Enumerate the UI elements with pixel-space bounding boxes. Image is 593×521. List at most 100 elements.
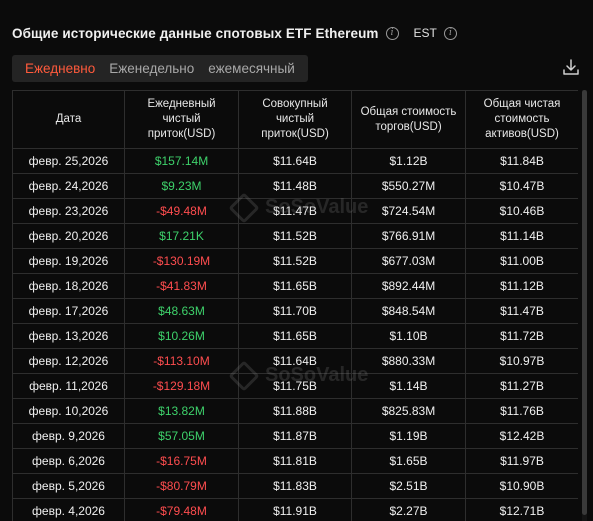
- cell-cumulative-net-inflow: $11.88B: [238, 398, 352, 424]
- cell-total-net-assets: $11.72B: [465, 323, 578, 349]
- cell-daily-net-inflow: -$49.48M: [124, 198, 239, 224]
- cell-cumulative-net-inflow: $11.64B: [238, 348, 352, 374]
- cell-cumulative-net-inflow: $11.75B: [238, 373, 352, 399]
- table-row: февр. 10,2026 $13.82M $11.88B $825.83M $11.7…: [12, 398, 578, 424]
- cell-date: февр. 6,2026: [12, 448, 125, 474]
- cell-total-value-traded: $724.54M: [351, 198, 466, 224]
- cell-total-value-traded: $550.27M: [351, 173, 466, 199]
- cell-date: февр. 23,2026: [12, 198, 125, 224]
- cell-daily-net-inflow: -$80.79M: [124, 473, 239, 499]
- table-row: февр. 19,2026 -$130.19M $11.52B $677.03M $11…: [12, 248, 578, 274]
- period-tabs: Ежедневно Еженедельно ежемесячный: [12, 55, 308, 82]
- cell-date: февр. 13,2026: [12, 323, 125, 349]
- etf-history-table: Дата Ежедневный чистый приток(USD) Совок…: [12, 90, 578, 521]
- cell-daily-net-inflow: $9.23M: [124, 173, 239, 199]
- table-row: февр. 4,2026 -$79.48M $11.91B $2.27B $12.71B: [12, 498, 578, 521]
- scrollbar-thumb[interactable]: [582, 90, 587, 515]
- cell-date: февр. 11,2026: [12, 373, 125, 399]
- tab-daily[interactable]: Ежедневно: [25, 61, 96, 76]
- table-row: февр. 18,2026 -$41.83M $11.65B $892.44M $11.…: [12, 273, 578, 299]
- cell-date: февр. 12,2026: [12, 348, 125, 374]
- cell-date: февр. 17,2026: [12, 298, 125, 324]
- cell-cumulative-net-inflow: $11.52B: [238, 248, 352, 274]
- cell-date: февр. 19,2026: [12, 248, 125, 274]
- download-icon[interactable]: [562, 58, 580, 76]
- column-header-total-value-traded: Общая стоимость торгов(USD): [351, 90, 466, 149]
- table-row: февр. 17,2026 $48.63M $11.70B $848.54M $11.4…: [12, 298, 578, 324]
- cell-date: февр. 4,2026: [12, 498, 125, 521]
- cell-daily-net-inflow: $57.05M: [124, 423, 239, 449]
- table-scrollbar[interactable]: [582, 90, 587, 521]
- cell-cumulative-net-inflow: $11.70B: [238, 298, 352, 324]
- tab-monthly[interactable]: ежемесячный: [208, 61, 295, 76]
- table-row: февр. 25,2026 $157.14M $11.64B $1.12B $11.84…: [12, 148, 578, 174]
- table-row: февр. 20,2026 $17.21K $11.52B $766.91M $11.1…: [12, 223, 578, 249]
- cell-total-value-traded: $1.10B: [351, 323, 466, 349]
- cell-total-net-assets: $11.76B: [465, 398, 578, 424]
- table-body: февр. 25,2026 $157.14M $11.64B $1.12B $11.84…: [12, 148, 578, 521]
- cell-daily-net-inflow: -$41.83M: [124, 273, 239, 299]
- table-row: февр. 12,2026 -$113.10M $11.64B $880.33M $10…: [12, 348, 578, 374]
- cell-daily-net-inflow: $10.26M: [124, 323, 239, 349]
- cell-total-value-traded: $766.91M: [351, 223, 466, 249]
- tab-weekly[interactable]: Еженедельно: [109, 61, 195, 76]
- timezone-info-icon[interactable]: i: [443, 26, 457, 40]
- cell-total-value-traded: $2.51B: [351, 473, 466, 499]
- cell-daily-net-inflow: $13.82M: [124, 398, 239, 424]
- column-header-total-net-assets: Общая чистая стоимость активов(USD): [465, 90, 578, 149]
- info-icon[interactable]: i: [385, 26, 399, 40]
- cell-total-value-traded: $892.44M: [351, 273, 466, 299]
- cell-total-value-traded: $880.33M: [351, 348, 466, 374]
- cell-cumulative-net-inflow: $11.47B: [238, 198, 352, 224]
- cell-daily-net-inflow: -$129.18M: [124, 373, 239, 399]
- cell-total-net-assets: $10.47B: [465, 173, 578, 199]
- cell-cumulative-net-inflow: $11.65B: [238, 323, 352, 349]
- cell-daily-net-inflow: -$130.19M: [124, 248, 239, 274]
- timezone-label: EST: [413, 26, 437, 40]
- column-header-date: Дата: [12, 90, 125, 149]
- table-row: февр. 9,2026 $57.05M $11.87B $1.19B $12.42B: [12, 423, 578, 449]
- cell-date: февр. 18,2026: [12, 273, 125, 299]
- cell-daily-net-inflow: $48.63M: [124, 298, 239, 324]
- cell-total-net-assets: $12.71B: [465, 498, 578, 521]
- table-row: февр. 23,2026 -$49.48M $11.47B $724.54M $10.…: [12, 198, 578, 224]
- cell-cumulative-net-inflow: $11.65B: [238, 273, 352, 299]
- table-row: февр. 11,2026 -$129.18M $11.75B $1.14B $11.2…: [12, 373, 578, 399]
- cell-daily-net-inflow: -$16.75M: [124, 448, 239, 474]
- cell-cumulative-net-inflow: $11.87B: [238, 423, 352, 449]
- cell-total-net-assets: $11.97B: [465, 448, 578, 474]
- cell-total-value-traded: $2.27B: [351, 498, 466, 521]
- table-row: февр. 24,2026 $9.23M $11.48B $550.27M $10.47…: [12, 173, 578, 199]
- cell-total-net-assets: $10.90B: [465, 473, 578, 499]
- table-row: февр. 13,2026 $10.26M $11.65B $1.10B $11.72B: [12, 323, 578, 349]
- etf-history-table-container[interactable]: Дата Ежедневный чистый приток(USD) Совок…: [12, 90, 578, 521]
- cell-total-net-assets: $11.27B: [465, 373, 578, 399]
- cell-total-value-traded: $1.65B: [351, 448, 466, 474]
- cell-date: февр. 25,2026: [12, 148, 125, 174]
- cell-total-net-assets: $11.47B: [465, 298, 578, 324]
- cell-total-net-assets: $12.42B: [465, 423, 578, 449]
- cell-daily-net-inflow: $157.14M: [124, 148, 239, 174]
- cell-daily-net-inflow: $17.21K: [124, 223, 239, 249]
- cell-date: февр. 9,2026: [12, 423, 125, 449]
- cell-total-net-assets: $11.14B: [465, 223, 578, 249]
- column-header-daily-net-inflow: Ежедневный чистый приток(USD): [124, 90, 239, 149]
- cell-cumulative-net-inflow: $11.81B: [238, 448, 352, 474]
- cell-daily-net-inflow: -$113.10M: [124, 348, 239, 374]
- cell-date: февр. 10,2026: [12, 398, 125, 424]
- cell-total-net-assets: $10.97B: [465, 348, 578, 374]
- cell-daily-net-inflow: -$79.48M: [124, 498, 239, 521]
- cell-total-value-traded: $1.14B: [351, 373, 466, 399]
- cell-total-value-traded: $677.03M: [351, 248, 466, 274]
- cell-total-net-assets: $11.12B: [465, 273, 578, 299]
- cell-total-value-traded: $848.54M: [351, 298, 466, 324]
- cell-total-value-traded: $1.19B: [351, 423, 466, 449]
- cell-cumulative-net-inflow: $11.91B: [238, 498, 352, 521]
- table-row: февр. 5,2026 -$80.79M $11.83B $2.51B $10.90B: [12, 473, 578, 499]
- cell-total-net-assets: $11.84B: [465, 148, 578, 174]
- cell-cumulative-net-inflow: $11.48B: [238, 173, 352, 199]
- table-header-row: Дата Ежедневный чистый приток(USD) Совок…: [12, 90, 578, 149]
- cell-cumulative-net-inflow: $11.52B: [238, 223, 352, 249]
- cell-total-value-traded: $825.83M: [351, 398, 466, 424]
- cell-date: февр. 24,2026: [12, 173, 125, 199]
